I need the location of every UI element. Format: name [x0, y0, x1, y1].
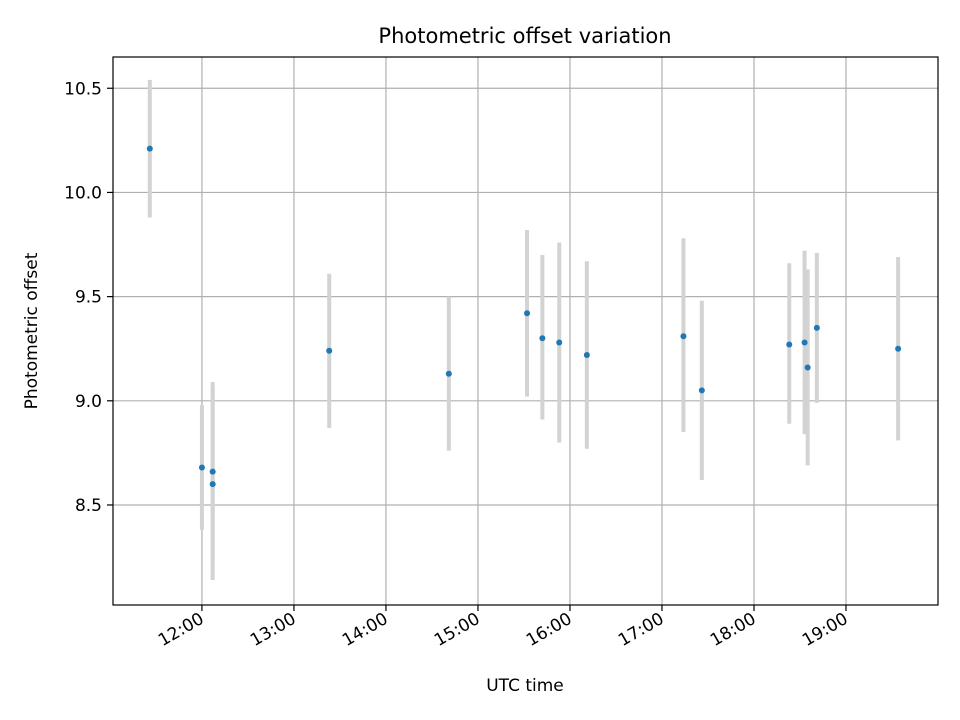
data-point — [801, 339, 808, 346]
chart-title: Photometric offset variation — [378, 24, 671, 48]
plot-frame — [112, 56, 939, 606]
data-point — [209, 481, 216, 488]
x-axis-label: UTC time — [486, 676, 564, 696]
y-tick-label: 9.5 — [75, 288, 102, 308]
data-point — [786, 341, 793, 348]
data-point — [556, 339, 563, 346]
data-point — [326, 347, 333, 354]
data-point — [209, 468, 216, 475]
y-tick-label: 8.5 — [75, 496, 102, 516]
data-point — [895, 345, 902, 352]
data-point — [524, 310, 531, 317]
data-point — [680, 333, 687, 340]
data-point — [813, 324, 820, 331]
data-point — [583, 351, 590, 358]
y-tick-label: 10.0 — [64, 183, 102, 203]
data-point — [445, 370, 452, 377]
data-point — [539, 335, 546, 342]
y-tick-label: 9.0 — [75, 392, 102, 412]
data-point — [698, 387, 705, 394]
data-markers — [146, 145, 902, 488]
data-point — [198, 464, 205, 471]
data-point — [146, 145, 153, 152]
data-point — [804, 364, 811, 371]
y-axis-label: Photometric offset — [22, 252, 42, 409]
y-tick-label: 10.5 — [64, 79, 102, 99]
